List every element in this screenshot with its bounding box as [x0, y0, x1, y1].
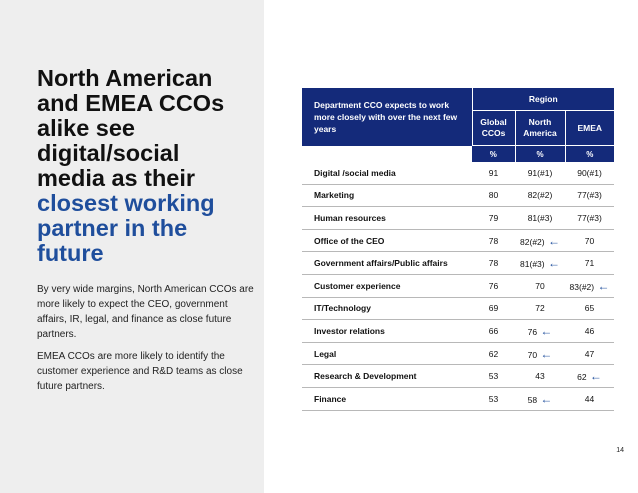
- row-label: Office of the CEO: [302, 229, 472, 253]
- row-label: Legal: [302, 342, 472, 366]
- arrow-left-icon: ←: [544, 256, 560, 271]
- column-header-north-america: North America: [515, 110, 566, 146]
- row-label: Investor relations: [302, 319, 472, 343]
- left-panel: North American and EMEA CCOs alike see d…: [0, 0, 264, 493]
- table-row: Human resources 79 81(#3) 77(#3): [302, 206, 615, 230]
- headline-accent-3: future: [37, 240, 104, 266]
- table-body: Digital /social media 91 91(#1) 90(#1) Marke…: [302, 162, 615, 411]
- arrow-left-icon: ←: [594, 278, 610, 293]
- row-label: Government affairs/Public affairs: [302, 251, 472, 275]
- north-america-value: 82(#2): [527, 190, 553, 201]
- arrow-left-icon: ←: [537, 346, 553, 361]
- global-value: 62: [488, 348, 499, 359]
- arrow-left-icon: ←: [544, 233, 560, 248]
- north-america-value: 70: [527, 349, 538, 360]
- emea-value: 71: [584, 258, 595, 269]
- headline-accent-2: partner in the: [37, 215, 188, 241]
- north-america-value: 58: [527, 394, 538, 405]
- paragraph-emea: EMEA CCOs are more likely to identify th…: [37, 351, 243, 392]
- global-value: 69: [488, 303, 499, 314]
- headline-line-4: digital/social: [37, 140, 180, 166]
- row-label: Customer experience: [302, 274, 472, 298]
- global-value: 78: [488, 235, 499, 246]
- north-america-value: 70: [535, 280, 545, 291]
- table-row: Government affairs/Public affairs 78 81(#3…: [302, 251, 615, 275]
- table-title: Department CCO expects to work more clos…: [302, 88, 473, 146]
- unit-north-america: %: [515, 145, 566, 162]
- table-row: Digital /social media 91 91(#1) 90(#1): [302, 162, 615, 185]
- column-header-global: Global CCOs: [472, 110, 516, 146]
- table-row: IT/Technology 69 72 65: [302, 297, 615, 321]
- arrow-left-icon: ←: [586, 369, 602, 384]
- emea-value: 44: [584, 393, 595, 404]
- row-label: Human resources: [302, 206, 472, 230]
- unit-row-spacer: [302, 145, 472, 162]
- column-header-emea: EMEA: [565, 110, 615, 146]
- global-value: 79: [488, 212, 499, 223]
- table-row: Customer experience 76 70 83(#2) ←: [302, 274, 615, 298]
- table-row: Marketing 80 82(#2) 77(#3): [302, 184, 615, 208]
- global-value: 53: [488, 393, 499, 404]
- table-row: Office of the CEO 78 82(#2) ← 70: [302, 229, 615, 253]
- row-label: Finance: [302, 387, 472, 411]
- global-value: 78: [488, 258, 499, 269]
- emea-value: 83(#2): [569, 281, 595, 292]
- emea-value: 65: [584, 303, 595, 314]
- emea-value: 46: [584, 325, 595, 336]
- table-row: Investor relations 66 76 ← 46: [302, 319, 615, 343]
- north-america-value: 43: [535, 371, 545, 382]
- emea-value: 77(#3): [577, 190, 602, 201]
- headline-line-1: North American: [37, 65, 213, 91]
- row-label: IT/Technology: [302, 297, 472, 321]
- emea-value: 90(#1): [577, 167, 602, 178]
- emea-value: 70: [584, 235, 595, 246]
- unit-emea: %: [565, 145, 615, 162]
- north-america-value: 81(#3): [527, 212, 553, 223]
- data-table: Department CCO expects to work more clos…: [302, 88, 615, 411]
- global-value: 80: [488, 190, 499, 201]
- emea-value: 47: [584, 348, 595, 359]
- north-america-value: 91(#1): [527, 167, 553, 178]
- north-america-value: 76: [527, 326, 538, 337]
- row-label: Research & Development: [302, 364, 472, 388]
- global-value: 91: [488, 167, 499, 178]
- cco-department-table: Department CCO expects to work more clos…: [302, 88, 615, 411]
- table-row: Legal 62 70 ← 47: [302, 342, 615, 366]
- headline-accent-1: closest working: [37, 190, 215, 216]
- north-america-value: 81(#3): [520, 259, 545, 270]
- headline-line-2: and EMEA CCOs: [37, 90, 225, 116]
- headline-line-3: alike see: [37, 115, 136, 141]
- table-row: Research & Development 53 43 62 ←: [302, 364, 615, 388]
- headline-line-5: media as their: [37, 165, 196, 191]
- arrow-left-icon: ←: [537, 391, 553, 406]
- emea-value: 77(#3): [577, 212, 602, 223]
- headline: North American and EMEA CCOs alike see d…: [37, 66, 259, 266]
- global-value: 66: [488, 325, 499, 336]
- global-value: 76: [488, 280, 499, 291]
- north-america-value: 72: [535, 303, 545, 314]
- row-label: Marketing: [302, 184, 472, 208]
- unit-global: %: [472, 145, 516, 162]
- global-value: 53: [488, 371, 499, 382]
- row-label: Digital /social media: [302, 162, 472, 185]
- region-header: Region: [472, 88, 615, 111]
- table-row: Finance 53 58 ← 44: [302, 387, 615, 411]
- arrow-left-icon: ←: [537, 323, 553, 338]
- paragraph-north-america: By very wide margins, North American CCO…: [37, 284, 254, 340]
- north-america-value: 82(#2): [520, 236, 545, 247]
- page-number: 14: [616, 447, 624, 454]
- emea-value: 62: [577, 372, 587, 383]
